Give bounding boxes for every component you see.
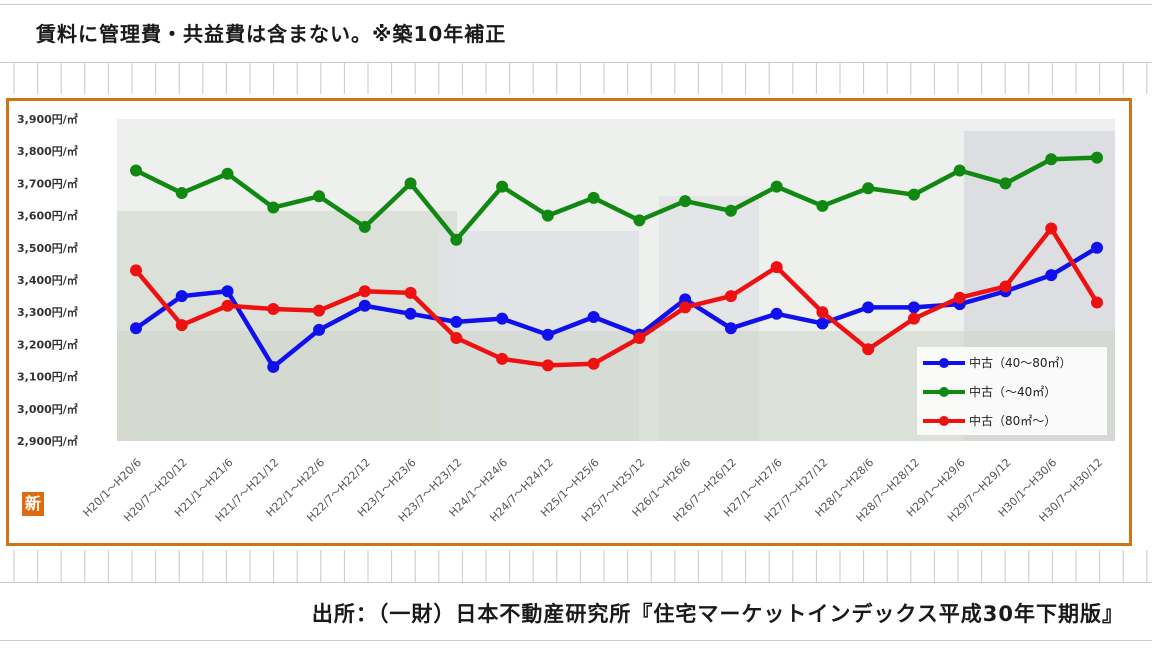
data-point bbox=[816, 306, 829, 319]
legend-swatch-marker bbox=[939, 416, 949, 426]
data-point bbox=[404, 286, 417, 299]
data-point bbox=[633, 331, 646, 344]
data-point bbox=[953, 164, 966, 177]
header-note: 賃料に管理費・共益費は含まない。※築10年補正 bbox=[36, 22, 507, 46]
series-3 bbox=[130, 222, 1103, 372]
legend-swatch-marker bbox=[939, 358, 949, 368]
legend-label: 中古（80㎡～） bbox=[969, 413, 1056, 428]
row-line bbox=[0, 62, 1152, 63]
legend-swatch-marker bbox=[939, 387, 949, 397]
data-point bbox=[999, 280, 1012, 293]
data-point bbox=[313, 190, 326, 203]
data-point bbox=[267, 360, 280, 373]
data-point bbox=[770, 307, 783, 320]
data-point bbox=[130, 322, 142, 335]
data-point bbox=[816, 317, 829, 330]
legend: 中古（40～80㎡） 中古（～40㎡） 中古（80㎡～） bbox=[917, 347, 1107, 435]
data-point bbox=[450, 331, 463, 344]
y-tick-label: 3,100円/㎡ bbox=[17, 370, 78, 384]
data-point bbox=[267, 302, 280, 315]
y-tick-label: 3,700円/㎡ bbox=[17, 176, 78, 190]
data-point bbox=[496, 352, 509, 365]
y-tick-label: 3,900円/㎡ bbox=[17, 112, 78, 126]
data-point bbox=[907, 188, 920, 201]
y-tick-label: 3,500円/㎡ bbox=[17, 241, 78, 255]
data-point bbox=[679, 195, 692, 208]
data-point bbox=[1045, 153, 1058, 166]
data-point bbox=[1091, 241, 1103, 254]
data-point bbox=[587, 191, 600, 204]
row-line bbox=[0, 4, 1152, 5]
legend-label: 中古（40～80㎡） bbox=[969, 355, 1072, 370]
series-2 bbox=[130, 151, 1103, 246]
data-point bbox=[1091, 151, 1103, 164]
data-point bbox=[633, 214, 646, 227]
row-line bbox=[0, 640, 1152, 641]
data-point bbox=[1045, 269, 1058, 282]
data-point bbox=[724, 204, 737, 217]
data-point bbox=[587, 357, 600, 370]
data-point bbox=[175, 319, 188, 332]
data-point bbox=[1045, 222, 1058, 235]
data-point bbox=[221, 167, 234, 180]
series-line bbox=[135, 155, 1098, 242]
data-point bbox=[404, 307, 417, 320]
grid-band-top bbox=[0, 62, 1152, 94]
data-point bbox=[175, 290, 188, 303]
grid-band-bottom bbox=[0, 550, 1152, 582]
data-point bbox=[313, 323, 326, 336]
data-point bbox=[862, 343, 875, 356]
data-point bbox=[907, 301, 920, 314]
data-point bbox=[907, 312, 920, 325]
data-point bbox=[770, 261, 783, 274]
data-point bbox=[404, 177, 417, 190]
series-line bbox=[134, 226, 1099, 368]
data-point bbox=[496, 180, 509, 193]
data-point bbox=[999, 177, 1012, 190]
data-point bbox=[587, 311, 600, 324]
y-tick-label: 3,800円/㎡ bbox=[17, 144, 78, 158]
line-chart: 3,900円/㎡ 3,800円/㎡ 3,700円/㎡ 3,600円/㎡ 3,500円/㎡… bbox=[17, 112, 1115, 524]
data-point bbox=[862, 182, 875, 195]
data-point bbox=[724, 322, 737, 335]
legend-label: 中古（～40㎡） bbox=[969, 384, 1056, 399]
data-point bbox=[358, 285, 371, 298]
data-point bbox=[496, 312, 509, 325]
y-tick-label: 3,200円/㎡ bbox=[17, 337, 78, 351]
y-tick-label: 2,900円/㎡ bbox=[17, 434, 78, 448]
chart-frame: 3,900円/㎡ 3,800円/㎡ 3,700円/㎡ 3,600円/㎡ 3,500円/㎡… bbox=[6, 98, 1132, 546]
y-tick-label: 3,600円/㎡ bbox=[17, 209, 78, 223]
data-point bbox=[541, 359, 554, 372]
new-badge: 新 bbox=[22, 492, 44, 516]
data-point bbox=[358, 220, 371, 233]
data-point bbox=[221, 285, 234, 298]
data-point bbox=[267, 201, 280, 214]
data-point bbox=[175, 187, 188, 200]
y-tick-label: 3,000円/㎡ bbox=[17, 402, 78, 416]
y-tick-label: 3,400円/㎡ bbox=[17, 273, 78, 287]
data-point bbox=[816, 199, 829, 212]
data-point bbox=[679, 301, 692, 314]
data-point bbox=[130, 264, 142, 277]
data-point bbox=[1091, 296, 1103, 309]
data-point bbox=[130, 164, 142, 177]
row-line bbox=[0, 582, 1152, 583]
y-tick-label: 3,300円/㎡ bbox=[17, 305, 78, 319]
data-point bbox=[450, 315, 463, 328]
data-point bbox=[313, 304, 326, 317]
source-note: 出所：（一財）日本不動産研究所『住宅マーケットインデックス平成30年下期版』 bbox=[311, 602, 1124, 626]
data-point bbox=[770, 180, 783, 193]
data-point bbox=[358, 299, 371, 312]
data-point bbox=[724, 290, 737, 303]
data-point bbox=[541, 328, 554, 341]
data-point bbox=[541, 209, 554, 222]
data-point bbox=[953, 291, 966, 304]
data-point bbox=[862, 301, 875, 314]
data-point bbox=[221, 299, 234, 312]
data-point bbox=[450, 233, 463, 246]
